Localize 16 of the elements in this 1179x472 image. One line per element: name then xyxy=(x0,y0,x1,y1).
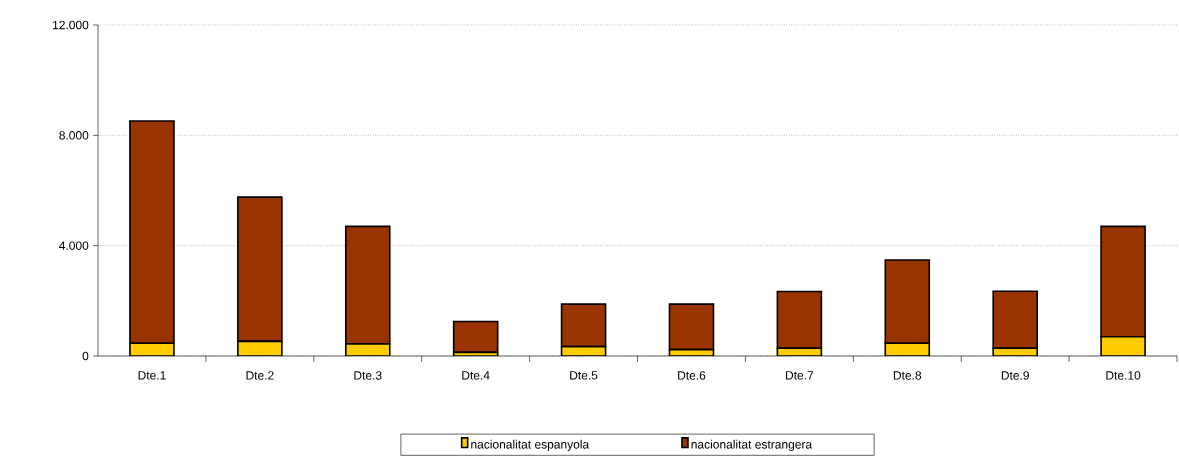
x-tick-label: Dte.1 xyxy=(138,371,166,380)
x-tick-label: Dte.5 xyxy=(570,371,598,380)
x-tick-label: Dte.6 xyxy=(678,371,706,380)
legend-label: nacionalitat estrangera xyxy=(691,439,813,452)
x-tick-label: Dte.8 xyxy=(893,371,922,380)
x-tick-label: Dte.9 xyxy=(1001,371,1029,380)
y-tick-label: 12.000 xyxy=(53,20,89,30)
y-tick-label: 0 xyxy=(82,351,89,361)
x-tick-label: Dte.7 xyxy=(786,371,814,380)
x-tick-label: Dte.2 xyxy=(246,371,274,380)
y-tick-label: 4.000 xyxy=(59,241,89,250)
y-tick-label: 8.000 xyxy=(59,131,89,140)
x-tick-label: Dte.3 xyxy=(354,371,382,380)
legend-label: nacionalitat espanyola xyxy=(471,439,590,452)
x-tick-label: Dte.4 xyxy=(462,371,490,380)
x-tick-label: Dte.10 xyxy=(1106,371,1141,380)
